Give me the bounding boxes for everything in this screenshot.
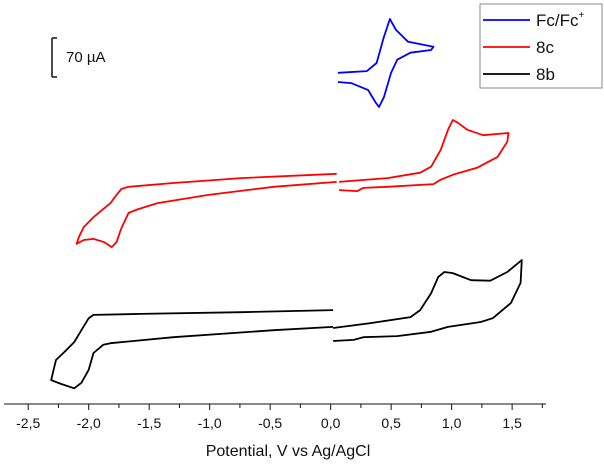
scale-bar-label: 70 µA xyxy=(66,49,106,66)
x-tick-label: 0,0 xyxy=(321,415,341,431)
scale-bar: 70 µA xyxy=(51,37,106,78)
x-tick-label: -1,5 xyxy=(137,415,161,431)
x-axis-title: Potential, V vs Ag/AgCl xyxy=(206,443,371,460)
x-tick-label: 1,0 xyxy=(442,415,462,431)
x-tick-label: -2,5 xyxy=(16,415,40,431)
x-tick-label: -0,5 xyxy=(258,415,282,431)
series-8c-segment-0 xyxy=(75,172,337,249)
series-fc-fc-segment-0 xyxy=(337,18,435,108)
x-tick-label: 0,5 xyxy=(381,415,401,431)
x-tick-label: -2,0 xyxy=(77,415,101,431)
legend-label-fc: Fc/Fc+ xyxy=(536,10,585,30)
series-8b-segment-0 xyxy=(50,309,334,390)
legend: Fc/Fc+ 8c 8b xyxy=(479,3,603,89)
series-8c-segment-1 xyxy=(339,119,510,193)
legend-label-8c: 8c xyxy=(536,38,554,57)
series-8b-segment-1 xyxy=(332,259,523,342)
x-tick-label: 1,5 xyxy=(502,415,522,431)
x-axis: Potential, V vs Ag/AgCl -2,5 -2,0 -1,5 -1,0… xyxy=(4,403,546,460)
legend-label-8b: 8b xyxy=(536,65,555,84)
curves xyxy=(50,18,523,390)
x-tick-label: -1,0 xyxy=(198,415,222,431)
